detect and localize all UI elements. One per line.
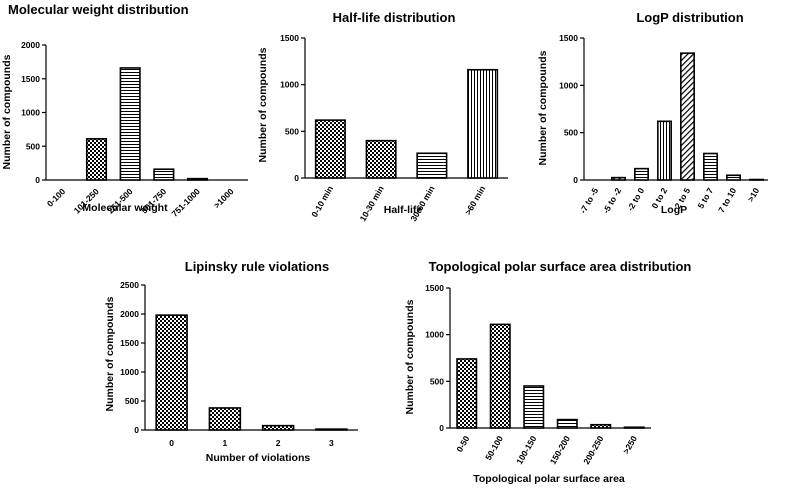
y-tick-label: 500 bbox=[285, 126, 299, 136]
chart-title: Molecular weight distribution bbox=[8, 2, 189, 17]
bar bbox=[657, 120, 672, 181]
x-tick-label: 0 bbox=[169, 438, 174, 448]
chart-logp: LogP distribution LogP Number of compoun… bbox=[537, 10, 768, 216]
x-tick-label: 3 bbox=[329, 438, 334, 448]
y-tick-label: 0 bbox=[294, 173, 299, 183]
bar bbox=[315, 428, 348, 431]
bar bbox=[523, 385, 545, 429]
chart-tpsa: Topological polar surface area distribut… bbox=[404, 259, 691, 485]
bar bbox=[726, 174, 741, 181]
y-axis-label: Number of compounds bbox=[104, 296, 116, 411]
bar bbox=[590, 423, 612, 429]
x-tick-label: 0-10 min bbox=[309, 184, 335, 219]
chart-title: Topological polar surface area distribut… bbox=[429, 259, 692, 274]
x-tick-label: 2 to 5 bbox=[672, 186, 692, 210]
x-tick-label: -5 to -2 bbox=[601, 186, 624, 215]
y-tick-label: 1500 bbox=[280, 33, 299, 43]
y-tick-label: 2000 bbox=[120, 309, 139, 319]
y-tick-label: 0 bbox=[134, 425, 139, 435]
x-tick-label: -2 to 0 bbox=[625, 186, 646, 213]
y-tick-label: 1000 bbox=[120, 367, 139, 377]
chart-title: Half-life distribution bbox=[333, 10, 456, 25]
y-tick-label: 1000 bbox=[21, 108, 40, 118]
x-axis-label: Topological polar surface area bbox=[473, 473, 625, 485]
y-tick-label: 500 bbox=[430, 376, 444, 386]
x-tick-label: >10 bbox=[745, 186, 761, 204]
bar bbox=[467, 68, 499, 179]
x-tick-label: 0-50 bbox=[454, 434, 471, 454]
x-tick-label: -7 to -5 bbox=[578, 186, 601, 215]
bar bbox=[623, 426, 645, 429]
chart-lipinsky: Lipinsky rule violations Number of viola… bbox=[104, 259, 358, 464]
y-tick-label: 1500 bbox=[21, 74, 40, 84]
y-tick-label: 1500 bbox=[559, 33, 578, 43]
y-tick-label: 2500 bbox=[120, 280, 139, 290]
bar bbox=[703, 152, 718, 181]
x-axis-label: Half-life bbox=[384, 204, 423, 216]
x-tick-label: 2 bbox=[276, 438, 281, 448]
bar bbox=[261, 424, 295, 431]
bar bbox=[208, 407, 242, 431]
y-tick-label: 1000 bbox=[559, 80, 578, 90]
chart-title: Lipinsky rule violations bbox=[185, 259, 329, 274]
x-tick-label: >60 min bbox=[463, 184, 488, 217]
x-tick-label: 7 to 10 bbox=[716, 186, 738, 215]
chart-molecular-weight: Molecular weight distribution Molecular … bbox=[1, 2, 248, 219]
bar bbox=[155, 314, 188, 431]
x-tick-label: >250 bbox=[621, 434, 639, 456]
bar bbox=[611, 176, 626, 181]
bar bbox=[680, 52, 695, 181]
x-tick-label: 0-100 bbox=[45, 186, 68, 209]
bar bbox=[456, 358, 478, 429]
bar bbox=[489, 323, 511, 429]
bar bbox=[416, 152, 448, 179]
y-axis-label: Number of compounds bbox=[404, 299, 416, 414]
x-tick-label: 1 bbox=[223, 438, 228, 448]
bar bbox=[153, 168, 175, 181]
x-tick-label: 150-200 bbox=[548, 434, 572, 466]
bar bbox=[119, 67, 141, 181]
y-tick-label: 0 bbox=[573, 175, 578, 185]
y-tick-label: 500 bbox=[564, 128, 578, 138]
y-tick-label: 1000 bbox=[425, 330, 444, 340]
y-tick-label: 0 bbox=[439, 423, 444, 433]
x-axis-label: Number of violations bbox=[206, 452, 311, 464]
y-axis-label: Number of compounds bbox=[257, 47, 269, 162]
bar bbox=[365, 139, 397, 179]
y-tick-label: 1000 bbox=[280, 80, 299, 90]
bar bbox=[556, 418, 578, 429]
x-tick-label: 5 to 7 bbox=[695, 186, 715, 210]
x-tick-label: >1000 bbox=[212, 186, 236, 210]
y-tick-label: 1500 bbox=[425, 283, 444, 293]
bar bbox=[186, 177, 209, 181]
y-tick-label: 0 bbox=[35, 175, 40, 185]
y-tick-label: 500 bbox=[125, 396, 139, 406]
bar bbox=[85, 138, 108, 181]
x-tick-label: 50-100 bbox=[483, 434, 505, 462]
x-axis-label: Molecular weight bbox=[82, 202, 168, 214]
y-axis-label: Number of compounds bbox=[1, 54, 13, 169]
x-axis-label: LogP bbox=[661, 204, 687, 216]
x-tick-label: 100-150 bbox=[514, 434, 538, 466]
bar bbox=[314, 119, 346, 179]
y-tick-label: 1500 bbox=[120, 338, 139, 348]
x-tick-label: 751-1000 bbox=[169, 186, 202, 219]
y-tick-label: 2000 bbox=[21, 40, 40, 50]
chart-title: LogP distribution bbox=[636, 10, 743, 25]
bar bbox=[634, 167, 649, 181]
y-axis-label: Number of compounds bbox=[537, 50, 549, 165]
y-tick-label: 500 bbox=[26, 141, 40, 151]
x-tick-label: 10-30 min bbox=[358, 184, 386, 223]
x-tick-label: 200-250 bbox=[581, 434, 605, 466]
chart-half-life: Half-life distribution Half-life Number … bbox=[257, 10, 508, 223]
